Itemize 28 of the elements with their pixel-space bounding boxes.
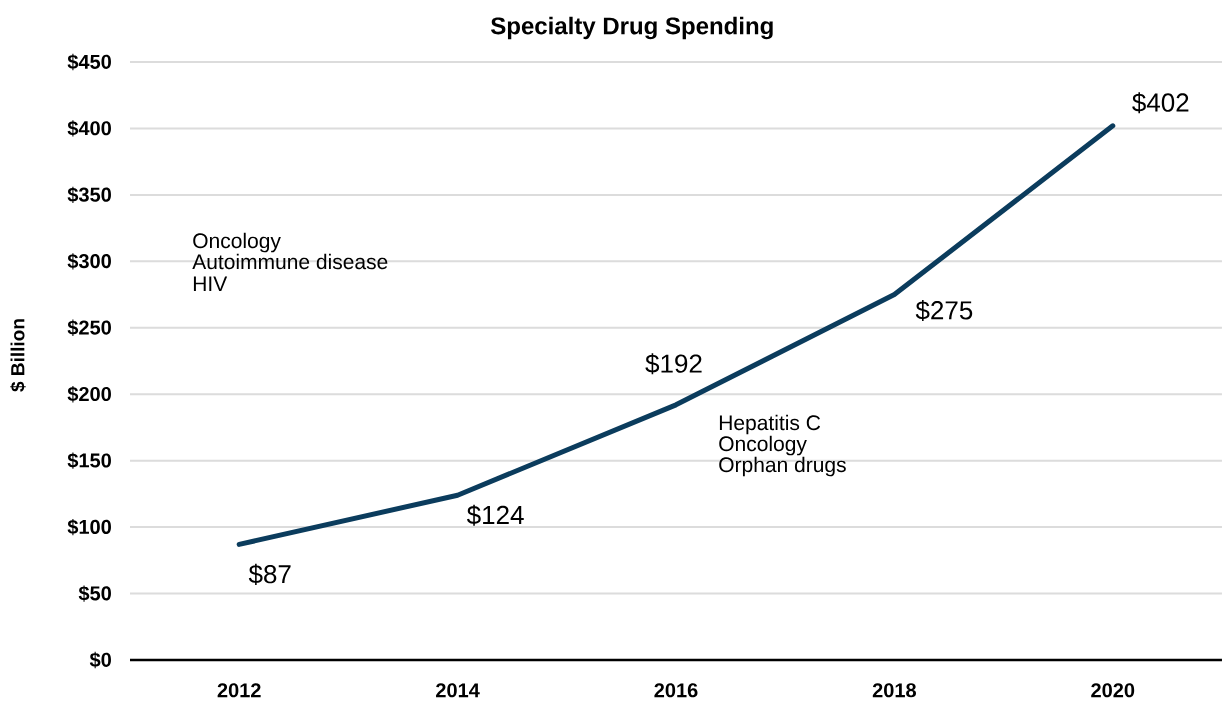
x-tick-label: 2016 [654, 683, 698, 698]
x-tick-label: 2014 [436, 683, 480, 698]
annotation: Autoimmune disease [192, 253, 388, 270]
annotation: Hepatitis C [719, 414, 821, 435]
data-label: $124 [466, 504, 524, 526]
x-tick-label: 2020 [1091, 683, 1135, 698]
data-label: $87 [248, 563, 291, 585]
x-tick-label: 2012 [217, 683, 261, 698]
y-tick-label: $350 [67, 186, 111, 204]
annotation: Orphan drugs [719, 456, 846, 477]
data-label: $275 [915, 300, 973, 322]
y-tick-label: $0 [89, 651, 111, 669]
annotation: HIV [193, 276, 228, 291]
annotation: Oncology [719, 435, 807, 456]
data-label: $402 [1132, 92, 1189, 114]
data-label: $192 [645, 353, 702, 375]
annotation: Oncology [193, 232, 281, 253]
x-tick-label: 2018 [872, 683, 916, 698]
y-axis-title: $ Billion [10, 319, 26, 392]
y-tick-label: $200 [67, 386, 111, 403]
chart-title: Specialty Drug Spending [490, 16, 773, 40]
y-tick-label: $150 [67, 452, 111, 469]
y-tick-label: $450 [67, 53, 111, 71]
y-tick-label: $250 [67, 319, 111, 336]
y-tick-label: $400 [67, 120, 111, 137]
y-tick-label: $100 [67, 518, 111, 536]
y-tick-label: $50 [78, 585, 111, 602]
y-tick-label: $300 [67, 253, 111, 270]
